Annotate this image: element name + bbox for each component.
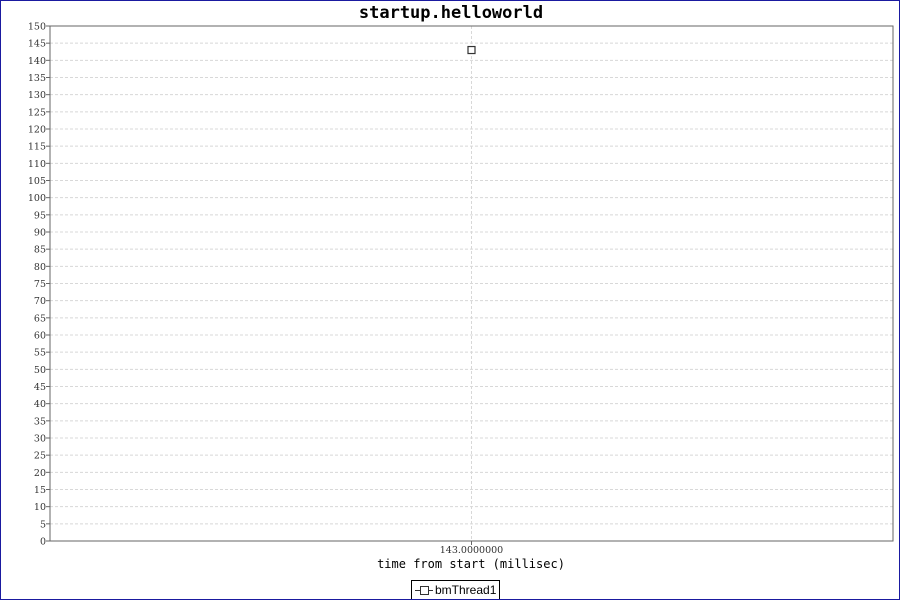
y-tick-label: 40 [34,399,46,410]
y-tick-label: 150 [28,22,46,33]
y-tick-label: 110 [28,159,46,170]
legend: bmThread1 [411,580,501,599]
y-tick-label: 35 [34,416,46,427]
y-tick-label: 130 [28,90,46,101]
x-tick-label: 143.0000000 [440,545,503,556]
y-tick-label: 85 [34,245,46,256]
y-tick-label: 15 [34,485,46,496]
x-axis-label: time from start (millisec) [377,557,565,571]
y-tick-label: 105 [28,176,46,187]
y-tick-label: 5 [40,519,46,530]
y-tick-label: 140 [28,56,46,67]
y-tick-label: 65 [34,313,46,324]
chart-title: startup.helloworld [358,3,544,23]
y-tick-label: 45 [34,382,46,393]
y-tick-label: 70 [34,296,46,307]
y-tick-label: 125 [28,107,46,118]
y-tick-label: 80 [34,262,46,273]
y-tick-label: 120 [28,125,46,136]
data-point [467,45,476,55]
y-tick-label: 115 [28,142,46,153]
y-tick-label: 100 [28,193,46,204]
plot-border [49,25,894,542]
y-tick-label: 30 [34,434,46,445]
y-tick-label: 50 [34,365,46,376]
y-tick-label: 10 [34,502,46,513]
y-tick-label: 25 [34,451,46,462]
legend-label: bmThread1 [435,583,497,597]
y-tick-label: 90 [34,228,46,239]
y-tick-label: 75 [34,279,46,290]
y-tick-label: 0 [40,537,46,548]
y-tick-label: 135 [28,73,46,84]
legend-marker-icon [415,584,433,596]
y-tick-label: 145 [28,39,46,50]
y-tick-label: 20 [34,468,46,479]
y-tick-label: 60 [34,331,46,342]
y-tick-label: 95 [34,210,46,221]
y-tick-label: 55 [34,348,46,359]
